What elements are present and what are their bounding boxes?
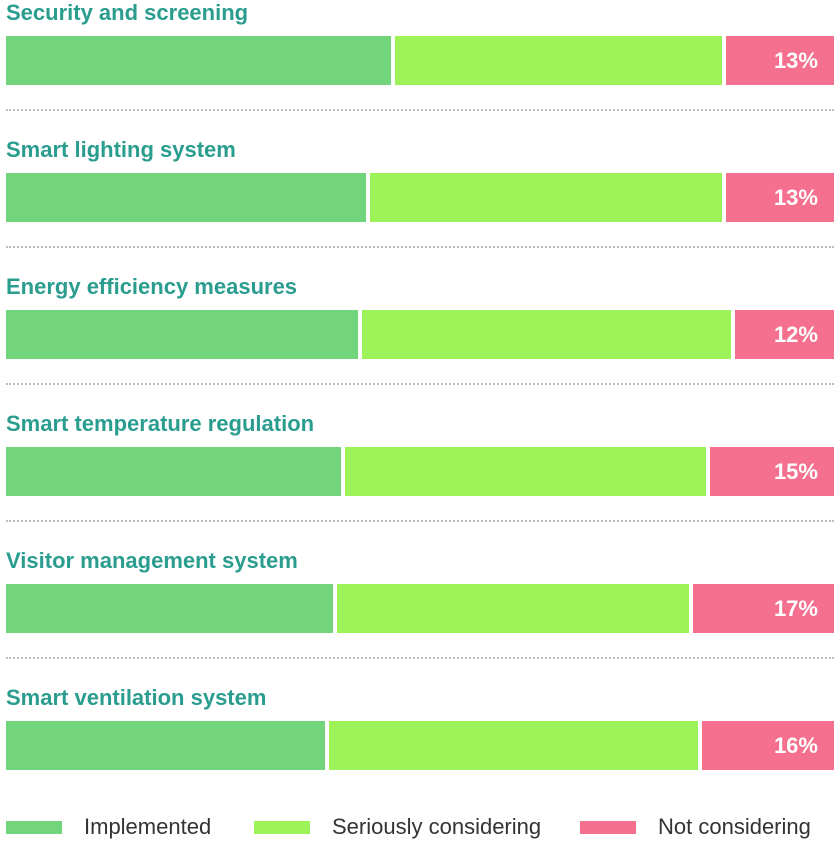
legend-label-not-considering: Not considering: [658, 814, 811, 839]
bar-segment-implemented: [6, 721, 325, 770]
data-label: 17%: [773, 596, 818, 621]
legend-swatch-seriously-considering: [254, 821, 310, 834]
legend-swatch-not-considering: [580, 821, 636, 834]
bar-segment-not-considering: 15%: [709, 447, 834, 496]
bar-segment-not-considering: 12%: [734, 310, 834, 359]
stacked-bar: 12%: [6, 310, 834, 359]
bar-segment-implemented: [6, 173, 367, 222]
legend-label-implemented: Implemented: [84, 814, 212, 839]
row-divider: [6, 657, 834, 659]
stacked-bar: 13%: [6, 36, 834, 85]
category-label: Energy efficiency measures: [6, 274, 298, 299]
stacked-bar: 17%: [6, 584, 834, 633]
row-divider: [6, 246, 834, 248]
stacked-bar: 13%: [6, 173, 834, 222]
category-label: Smart temperature regulation: [6, 411, 315, 436]
data-label: 13%: [773, 185, 818, 210]
data-label: 16%: [773, 733, 818, 758]
bar-segment-not-considering: 17%: [693, 584, 834, 633]
bar-segment-seriously-considering: [395, 36, 723, 85]
bar-segment-seriously-considering: [362, 310, 731, 359]
data-label: 15%: [773, 459, 818, 484]
bar-segment-seriously-considering: [345, 447, 706, 496]
bar-segment-not-considering: 13%: [726, 173, 834, 222]
data-label: 12%: [773, 322, 818, 347]
bar-segment-implemented: [6, 310, 359, 359]
bar-segment-not-considering: 16%: [701, 721, 834, 770]
category-label: Smart lighting system: [6, 137, 236, 162]
legend: Implemented Seriously considering Not co…: [0, 812, 840, 842]
bar-segment-seriously-considering: [337, 584, 690, 633]
category-label: Smart ventilation system: [6, 685, 267, 710]
row-divider: [6, 383, 834, 385]
data-label: 13%: [773, 48, 818, 73]
bar-segment-implemented: [6, 584, 334, 633]
row-divider: [6, 520, 834, 522]
bar-segment-not-considering: 13%: [726, 36, 834, 85]
row-divider: [6, 109, 834, 111]
bar-segment-seriously-considering: [328, 721, 698, 770]
bar-segment-implemented: [6, 447, 342, 496]
legend-swatch-implemented: [6, 821, 62, 834]
bar-segment-implemented: [6, 36, 392, 85]
bar-segment-seriously-considering: [370, 173, 723, 222]
legend-label-seriously-considering: Seriously considering: [332, 814, 542, 839]
stacked-bar: 16%: [6, 721, 834, 770]
stacked-bar: 15%: [6, 447, 834, 496]
category-label: Visitor management system: [6, 548, 298, 573]
category-label: Security and screening: [6, 0, 249, 25]
